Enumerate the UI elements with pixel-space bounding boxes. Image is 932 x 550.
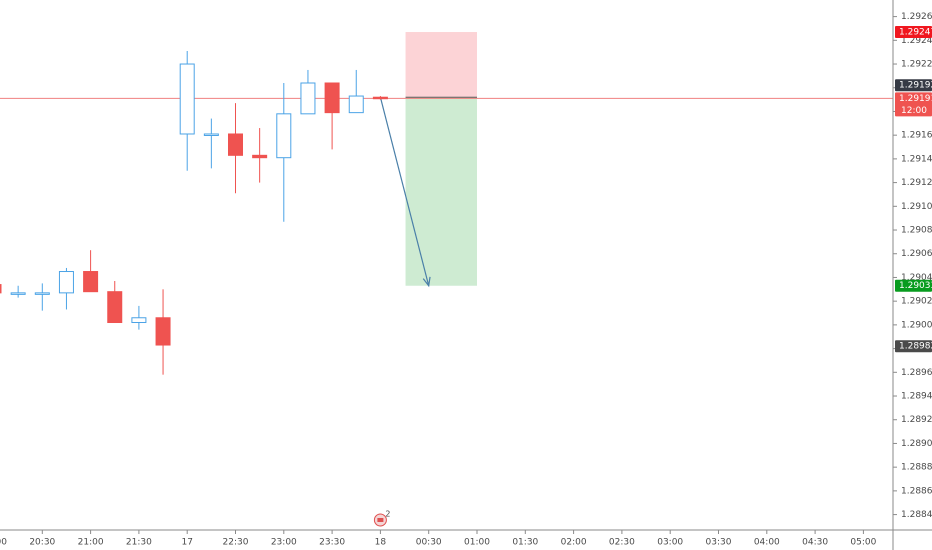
- candle-body: [203, 133, 219, 136]
- candle-body: [58, 271, 74, 294]
- x-tick-label: 04:30: [802, 538, 828, 548]
- candle-body: [348, 95, 364, 114]
- price-badge: [895, 79, 932, 92]
- y-tick-label: 1.28860: [901, 486, 932, 496]
- arrow-head: [422, 276, 431, 288]
- countdown: 12:00: [901, 106, 927, 116]
- y-tick-label: 1.29240: [901, 36, 932, 46]
- x-tick-label: 01:30: [512, 538, 538, 548]
- candle-body: [34, 292, 50, 295]
- target-zone: [405, 97, 477, 286]
- price-badge-label: 1.29192: [899, 81, 932, 91]
- x-tick-label: 23:30: [319, 538, 345, 548]
- y-tick-label: 1.29220: [901, 60, 932, 70]
- x-tick-label: 20:00: [0, 538, 7, 548]
- x-tick-label: 22:30: [223, 538, 249, 548]
- price-badge: [895, 279, 932, 292]
- candle-body: [83, 271, 99, 293]
- x-tick-label: 21:30: [126, 538, 152, 548]
- x-tick-label: 03:30: [706, 538, 732, 548]
- y-tick-label: 1.29040: [901, 273, 932, 283]
- x-tick-label: 20:30: [29, 538, 55, 548]
- price-badge: [895, 92, 932, 117]
- trade-arrow: [379, 97, 430, 286]
- candle-body: [372, 96, 388, 100]
- y-tick-label: 1.29080: [901, 226, 932, 236]
- x-tick-label: 01:00: [464, 538, 490, 548]
- price-badge: [895, 26, 932, 39]
- y-tick-label: 1.28880: [901, 463, 932, 473]
- candle-body: [300, 82, 316, 115]
- candle-body: [324, 82, 340, 114]
- y-tick-label: 1.29100: [901, 202, 932, 212]
- price-badge: [895, 340, 932, 353]
- x-tick-label: 23:00: [271, 538, 297, 548]
- x-tick-label: 02:00: [561, 538, 587, 548]
- y-tick-label: 1.29000: [901, 320, 932, 330]
- candle-body: [276, 113, 292, 159]
- y-tick-label: 1.28940: [901, 392, 932, 402]
- y-tick-label: 1.29140: [901, 154, 932, 164]
- candle-body: [131, 317, 147, 324]
- y-tick-label: 1.28900: [901, 439, 932, 449]
- x-tick-label: 05:00: [850, 538, 876, 548]
- event-icon-flag: [377, 518, 384, 522]
- y-tick-label: 1.29120: [901, 178, 932, 188]
- candle-body: [10, 292, 26, 295]
- x-tick-label: 04:00: [754, 538, 780, 548]
- x-tick-label: 00:30: [416, 538, 442, 548]
- price-badge-label: 1.29247: [899, 28, 932, 38]
- candle-body: [155, 317, 171, 346]
- candle-body: [228, 133, 243, 156]
- x-tick-label: 21:00: [78, 538, 104, 548]
- y-tick-label: 1.29020: [901, 297, 932, 307]
- candle-body: [179, 63, 195, 135]
- event-count: 2: [385, 510, 390, 519]
- x-tick-label: 02:30: [609, 538, 635, 548]
- y-tick-label: 1.28840: [901, 510, 932, 520]
- stop-zone: [405, 32, 477, 98]
- x-tick-label: 18: [375, 538, 387, 548]
- y-tick-label: 1.29060: [901, 249, 932, 259]
- candle-body: [252, 154, 268, 159]
- x-tick-label: 03:00: [657, 538, 683, 548]
- y-tick-label: 1.28960: [901, 368, 932, 378]
- y-tick-label: 1.28920: [901, 415, 932, 425]
- price-badge-label: 1.29033: [899, 281, 932, 291]
- candle-body: [0, 284, 2, 294]
- y-tick-label: 1.29160: [901, 131, 932, 141]
- candle-body: [107, 291, 123, 324]
- x-tick-label: 17: [181, 538, 192, 548]
